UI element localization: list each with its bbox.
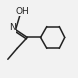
Text: OH: OH xyxy=(15,7,29,16)
Text: N: N xyxy=(9,23,15,32)
